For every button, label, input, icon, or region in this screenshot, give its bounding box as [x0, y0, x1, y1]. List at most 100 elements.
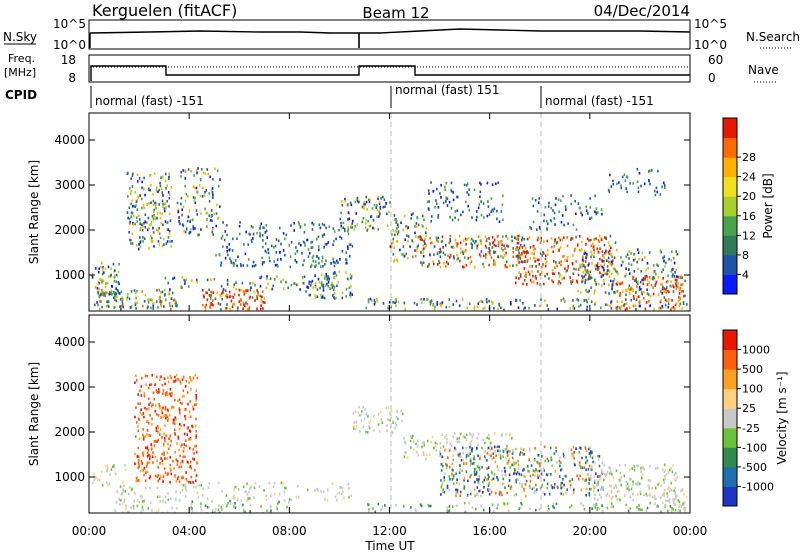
colorbar-swatch: [723, 466, 737, 487]
echo-cell: [245, 230, 247, 234]
echo-cell: [636, 260, 638, 264]
echo-cell: [600, 470, 603, 473]
echo-cell: [469, 456, 472, 460]
echo-cell: [175, 379, 177, 382]
echo-cell: [142, 454, 145, 457]
echo-cell: [391, 233, 393, 236]
echo-cell: [525, 479, 528, 483]
echo-cell: [274, 492, 276, 496]
echo-cell: [573, 307, 576, 310]
echo-cell: [452, 198, 455, 202]
echo-cell: [192, 196, 195, 199]
echo-cell: [603, 243, 606, 247]
echo-cell: [453, 246, 455, 250]
echo-cell: [195, 485, 198, 488]
x-tick-label: 08:00: [272, 524, 307, 538]
echo-cell: [112, 262, 115, 266]
echo-cell: [572, 299, 574, 302]
echo-cell: [630, 487, 633, 491]
echo-cell: [603, 260, 605, 263]
echo-cell: [606, 272, 608, 276]
nsky-tick-bottom: 10^0: [53, 38, 86, 52]
echo-cell: [106, 468, 108, 472]
echo-cell: [208, 288, 210, 292]
echo-cell: [185, 278, 188, 281]
echo-cell: [404, 307, 406, 311]
echo-cell: [553, 452, 556, 455]
echo-cell: [229, 257, 231, 260]
echo-cell: [469, 302, 471, 306]
echo-cell: [134, 415, 136, 419]
echo-cell: [131, 487, 133, 491]
echo-cell: [137, 214, 140, 217]
echo-cell: [594, 493, 596, 497]
echo-cell: [368, 508, 370, 511]
echo-cell: [630, 263, 633, 267]
echo-cell: [465, 446, 467, 450]
echo-cell: [543, 445, 546, 449]
echo-cell: [112, 291, 115, 294]
echo-cell: [168, 437, 170, 441]
echo-cell: [588, 464, 591, 468]
echo-cell: [283, 499, 286, 502]
echo-cell: [146, 429, 149, 432]
echo-cell: [462, 462, 465, 465]
echo-cell: [654, 282, 657, 286]
echo-cell: [197, 167, 199, 170]
echo-cell: [517, 241, 520, 245]
echo-cell: [138, 418, 140, 421]
echo-cell: [540, 472, 543, 476]
echo-cell: [682, 300, 685, 304]
echo-cell: [616, 290, 619, 293]
x-tick-label: 20:00: [573, 524, 608, 538]
echo-cell: [155, 413, 158, 416]
echo-cell: [381, 505, 384, 508]
echo-cell: [249, 288, 252, 292]
echo-cell: [603, 263, 605, 266]
echo-cell: [443, 476, 445, 479]
echo-cell: [445, 462, 447, 466]
echo-cell: [321, 295, 324, 299]
echo-cell: [254, 264, 257, 267]
echo-cell: [673, 285, 675, 289]
echo-cell: [149, 174, 152, 177]
echo-cell: [248, 307, 250, 311]
echo-cell: [176, 201, 179, 205]
echo-cell: [674, 477, 676, 481]
echo-cell: [588, 262, 590, 266]
echo-cell: [588, 289, 590, 293]
echo-cell: [425, 244, 427, 247]
echo-cell: [649, 501, 651, 505]
echo-cell: [571, 478, 574, 481]
echo-cell: [555, 449, 558, 453]
echo-cell: [632, 275, 634, 279]
echo-cell: [159, 300, 161, 304]
echo-cell: [427, 207, 430, 210]
echo-cell: [212, 509, 214, 512]
echo-cell: [416, 445, 419, 448]
echo-cell: [133, 499, 136, 503]
echo-cell: [666, 492, 668, 495]
echo-cell: [426, 453, 428, 457]
echo-cell: [367, 503, 369, 506]
echo-cell: [480, 213, 483, 217]
echo-cell: [149, 401, 152, 405]
echo-cell: [350, 285, 352, 288]
echo-cell: [502, 455, 505, 459]
echo-cell: [624, 494, 626, 497]
echo-cell: [260, 276, 262, 280]
echo-cell: [164, 393, 167, 397]
echo-cell: [285, 233, 288, 237]
echo-cell: [488, 488, 491, 491]
echo-cell: [270, 287, 273, 291]
echo-cell: [478, 300, 481, 304]
echo-cell: [138, 459, 140, 462]
echo-cell: [184, 177, 187, 180]
echo-cell: [433, 446, 435, 450]
echo-cell: [559, 461, 562, 464]
echo-cell: [680, 489, 682, 493]
echo-cell: [444, 188, 447, 192]
colorbar-swatch: [723, 408, 737, 429]
echo-cell: [340, 225, 342, 228]
